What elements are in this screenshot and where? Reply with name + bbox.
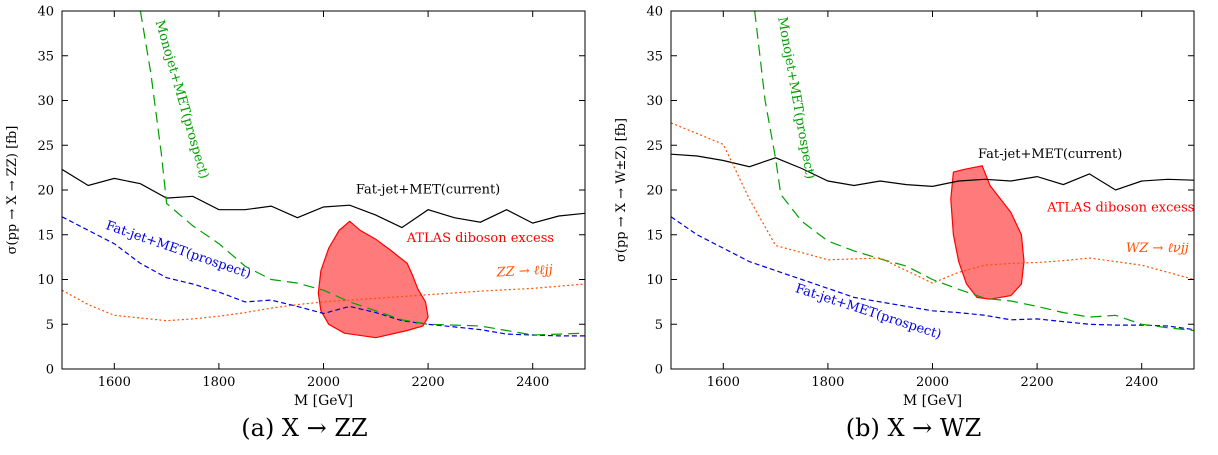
b-series-2-line [754,11,1194,332]
a-y-tick-label: 40 [37,5,54,20]
b-label-channel: WZ → ℓνjj [1126,241,1189,256]
b-x-tick-label: 1600 [707,375,740,390]
b-y-tick-label: 40 [646,5,663,20]
b-x-axis-label: M [GeV] [903,393,962,409]
a-series-1-line [62,216,585,337]
a-y-tick-label: 10 [37,273,54,288]
b-y-tick-label: 0 [655,363,663,378]
a-y-tick-label: 35 [37,49,54,64]
a-excess-region [317,220,429,339]
a-x-tick-label: 2400 [516,375,549,390]
b-y-tick-label: 15 [646,228,663,243]
a-x-tick-label: 2200 [412,375,445,390]
a-y-tick-label: 20 [37,184,54,199]
b-label-monojet: Monojet+MET(prospect) [774,16,817,180]
a-y-tick-label: 30 [37,94,54,109]
b-excess-region [950,165,1025,300]
b-x-tick-label: 2200 [1021,375,1054,390]
chart-b: 1600 1800 2000 2200 2400 0 5 10 15 20 25 30 35 40 M [G… [614,5,1195,409]
b-x-tick-label: 2400 [1125,375,1158,390]
chart-panel-a: 1600 1800 2000 2200 2400 0 5 10 15 20 25 30 35 40 M [G… [5,5,586,442]
a-y-tick-label: 25 [37,139,54,154]
a-series-3-line [62,283,585,322]
b-y-axis-label: σ(pp → X → W±Z) [fb] [614,118,629,262]
a-y-axis-label: σ(pp → X → ZZ) [fb] [5,126,20,255]
a-y-tick-label: 15 [37,228,54,243]
a-label-fat-current: Fat-jet+MET(current) [356,183,500,198]
a-label-monojet: Monojet+MET(prospect) [152,18,212,180]
a-label-channel: ZZ → ℓℓjj [495,263,553,281]
b-y-tick-label: 35 [646,49,663,64]
b-x-tick-label: 2000 [916,375,949,390]
a-label-excess: ATLAS diboson excess [406,231,554,246]
a-plot-area [62,11,585,339]
b-series-0-line [671,153,1194,191]
b-label-fat-current: Fat-jet+MET(current) [978,147,1122,162]
a-x-tick-label: 1800 [202,375,235,390]
caption-b: (b) X → WZ [845,414,982,442]
a-x-tick-label: 2000 [307,375,340,390]
b-y-tick-label: 10 [646,273,663,288]
a-y-tick-label: 5 [46,318,54,333]
a-series-0-line [62,168,585,229]
chart-a: 1600 1800 2000 2200 2400 0 5 10 15 20 25 30 35 40 M [G… [5,5,586,409]
b-y-tick-label: 25 [646,139,663,154]
b-series-1-line [671,216,1194,331]
caption-a: (a) X → ZZ [241,414,368,442]
b-label-fat-prospect: Fat-jet+MET(prospect) [793,281,943,342]
a-x-axis-label: M [GeV] [294,393,353,409]
a-x-tick-label: 1600 [98,375,131,390]
a-y-tick-label: 0 [46,363,54,378]
b-plot-area [671,11,1194,332]
b-y-tick-label: 20 [646,184,663,199]
b-series-3-line [671,122,1194,284]
a-series-2-line [139,11,585,336]
b-y-tick-label: 5 [655,318,663,333]
b-x-tick-label: 1800 [811,375,844,390]
a-label-fat-prospect: Fat-jet+MET(prospect) [104,218,253,282]
b-label-excess: ATLAS diboson excess [1046,200,1194,215]
b-y-tick-label: 30 [646,94,663,109]
chart-panel-b: 1600 1800 2000 2200 2400 0 5 10 15 20 25 30 35 40 M [G… [609,0,1218,455]
